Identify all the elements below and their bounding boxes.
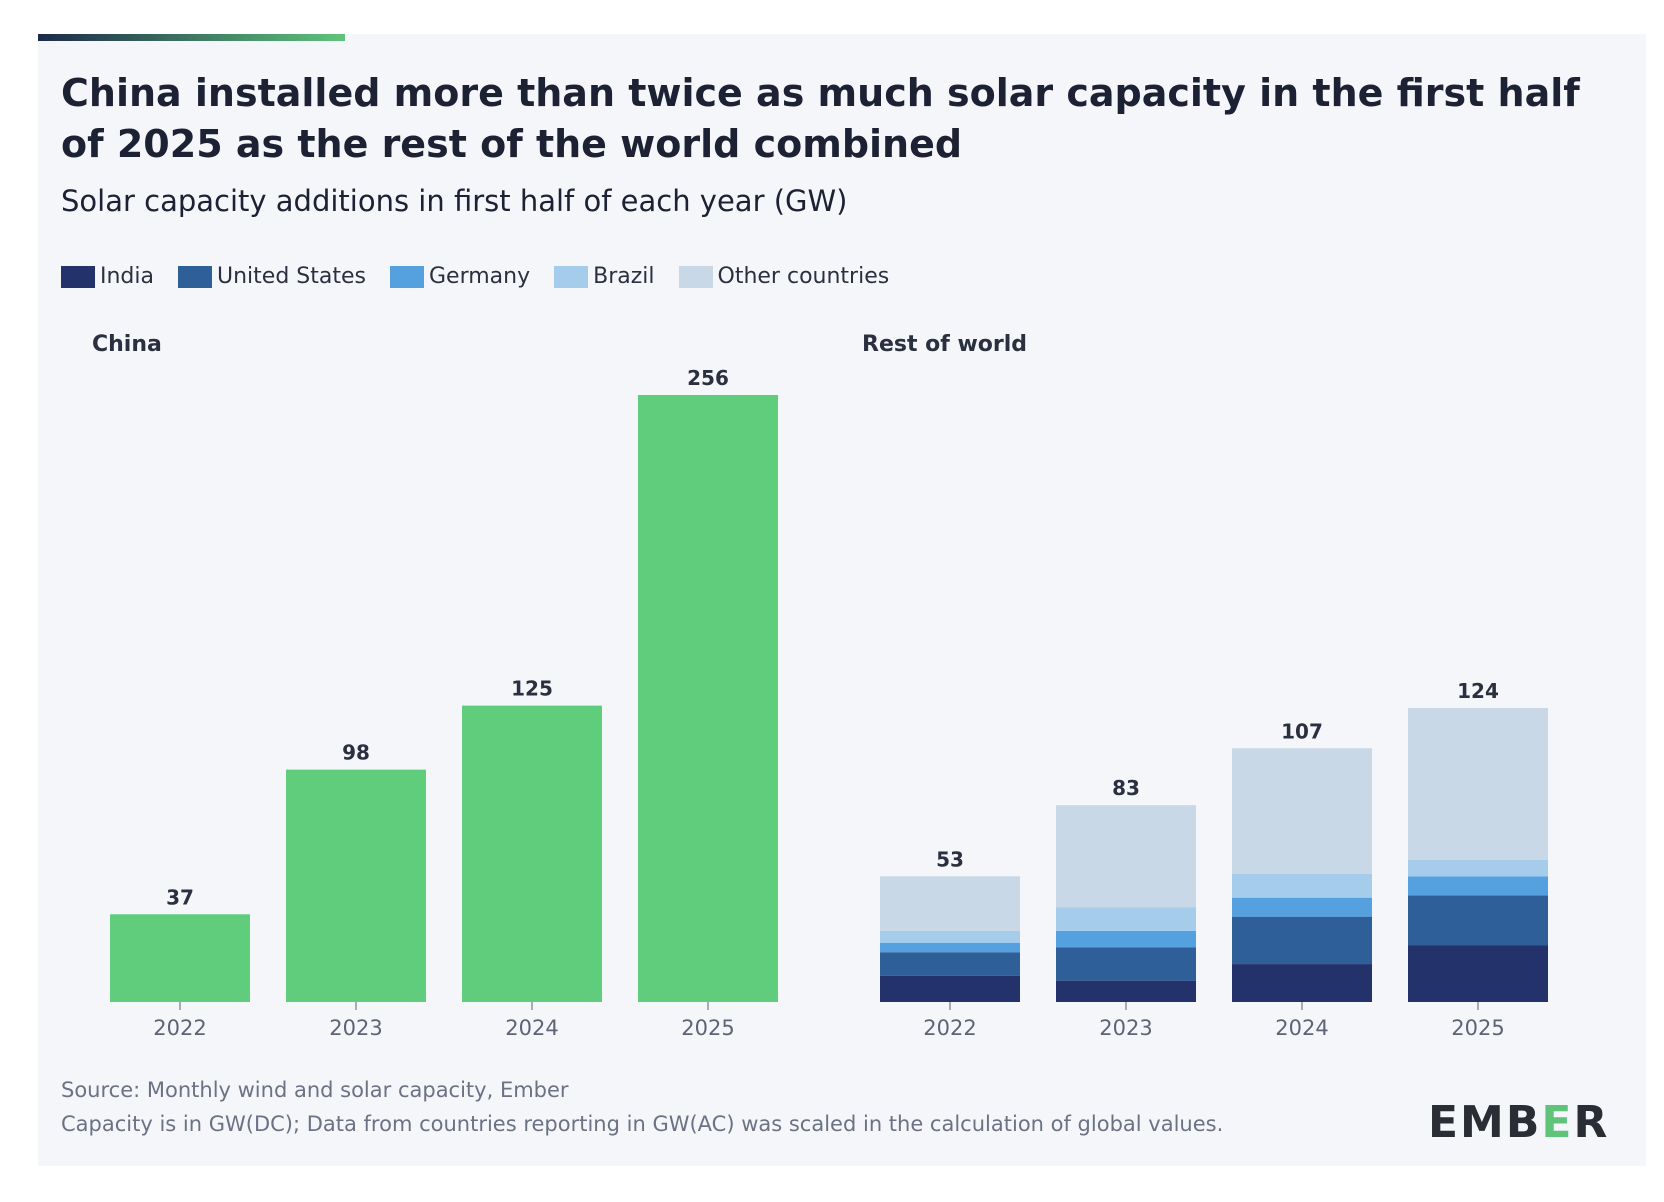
- ember-logo: EMBER: [1428, 1097, 1609, 1148]
- legend: India United States Germany Brazil Other…: [61, 264, 913, 289]
- legend-swatch-united-states: [178, 265, 212, 288]
- legend-label-united-states: United States: [217, 264, 366, 289]
- legend-swatch-other-countries: [678, 265, 713, 288]
- chart-title: China installed more than twice as much …: [61, 71, 1580, 166]
- footer-source: Source: Monthly wind and solar capacity,…: [61, 1078, 569, 1102]
- x-tick-label-china-2024: 2024: [505, 1016, 558, 1040]
- legend-label-germany: Germany: [428, 264, 531, 289]
- legend-label-brazil: Brazil: [593, 264, 655, 289]
- bar-segment-rest-of-world-2025-brazil: [1408, 859, 1548, 877]
- legend-swatch-brazil: [554, 265, 589, 288]
- bar-china-2025: [638, 395, 778, 1002]
- legend-label-india: India: [100, 264, 154, 289]
- data-label-china-2022: 37: [166, 885, 194, 909]
- legend-item-india: India: [61, 264, 154, 289]
- bar-segment-rest-of-world-2022-united-states: [880, 952, 1020, 976]
- legend-label-other-countries: Other countries: [717, 264, 890, 289]
- legend-swatch-germany: [389, 265, 424, 288]
- logo-text-main: EMB: [1428, 1097, 1542, 1148]
- bar-segment-rest-of-world-2025-germany: [1408, 876, 1548, 896]
- data-label-china-2023: 98: [342, 741, 370, 765]
- data-label-china-2024: 125: [511, 677, 553, 701]
- bar-segment-rest-of-world-2022-brazil: [880, 930, 1020, 943]
- bar-segment-rest-of-world-2023-germany: [1056, 930, 1196, 948]
- data-label-rest-of-world-2022: 53: [936, 847, 964, 871]
- bar-segment-rest-of-world-2022-india: [880, 975, 1020, 1002]
- bar-segment-rest-of-world-2023-india: [1056, 980, 1196, 1002]
- bar-segment-rest-of-world-2024-united-states: [1232, 916, 1372, 965]
- bar-segment-rest-of-world-2025-india: [1408, 945, 1548, 1002]
- data-label-china-2025: 256: [687, 366, 729, 390]
- legend-item-other-countries: Other countries: [678, 264, 890, 289]
- bar-china-2024: [462, 705, 602, 1002]
- panel-title-china: China: [92, 332, 162, 357]
- x-tick-label-rest-of-world-2022: 2022: [923, 1016, 976, 1040]
- bar-segment-rest-of-world-2024-other-countries: [1232, 748, 1372, 874]
- legend-item-germany: Germany: [389, 264, 531, 289]
- legend-item-brazil: Brazil: [554, 264, 655, 289]
- logo-text-end: R: [1573, 1097, 1610, 1148]
- x-tick-label-rest-of-world-2025: 2025: [1451, 1016, 1504, 1040]
- bar-segment-rest-of-world-2023-other-countries: [1056, 805, 1196, 908]
- x-tick-label-rest-of-world-2024: 2024: [1275, 1016, 1328, 1040]
- data-label-rest-of-world-2025: 124: [1457, 679, 1499, 703]
- bar-segment-rest-of-world-2025-united-states: [1408, 895, 1548, 946]
- bar-segment-rest-of-world-2022-germany: [880, 942, 1020, 953]
- legend-swatch-india: [61, 265, 95, 288]
- bar-segment-rest-of-world-2023-brazil: [1056, 907, 1196, 931]
- footer-note: Capacity is in GW(DC); Data from countri…: [61, 1112, 1224, 1136]
- logo-text-e: E: [1541, 1097, 1574, 1148]
- accent-bar: [38, 34, 345, 41]
- x-tick-label-china-2025: 2025: [681, 1016, 734, 1040]
- x-tick-label-china-2023: 2023: [329, 1016, 382, 1040]
- bar-segment-rest-of-world-2023-united-states: [1056, 947, 1196, 981]
- bar-segment-rest-of-world-2025-other-countries: [1408, 707, 1548, 860]
- data-label-rest-of-world-2023: 83: [1112, 776, 1140, 800]
- chart-subtitle: Solar capacity additions in first half o…: [61, 184, 848, 218]
- bar-segment-rest-of-world-2024-india: [1232, 964, 1372, 1002]
- bar-segment-rest-of-world-2024-brazil: [1232, 873, 1372, 898]
- bar-segment-rest-of-world-2022-other-countries: [880, 876, 1020, 931]
- data-label-rest-of-world-2024: 107: [1281, 719, 1323, 743]
- panel-title-rest-of-world: Rest of world: [862, 332, 1028, 357]
- bar-segment-rest-of-world-2024-germany: [1232, 897, 1372, 917]
- x-tick-label-rest-of-world-2023: 2023: [1099, 1016, 1152, 1040]
- legend-item-united-states: United States: [178, 264, 366, 289]
- x-tick-label-china-2022: 2022: [153, 1016, 206, 1040]
- bar-china-2022: [110, 914, 250, 1002]
- bar-china-2023: [286, 769, 426, 1002]
